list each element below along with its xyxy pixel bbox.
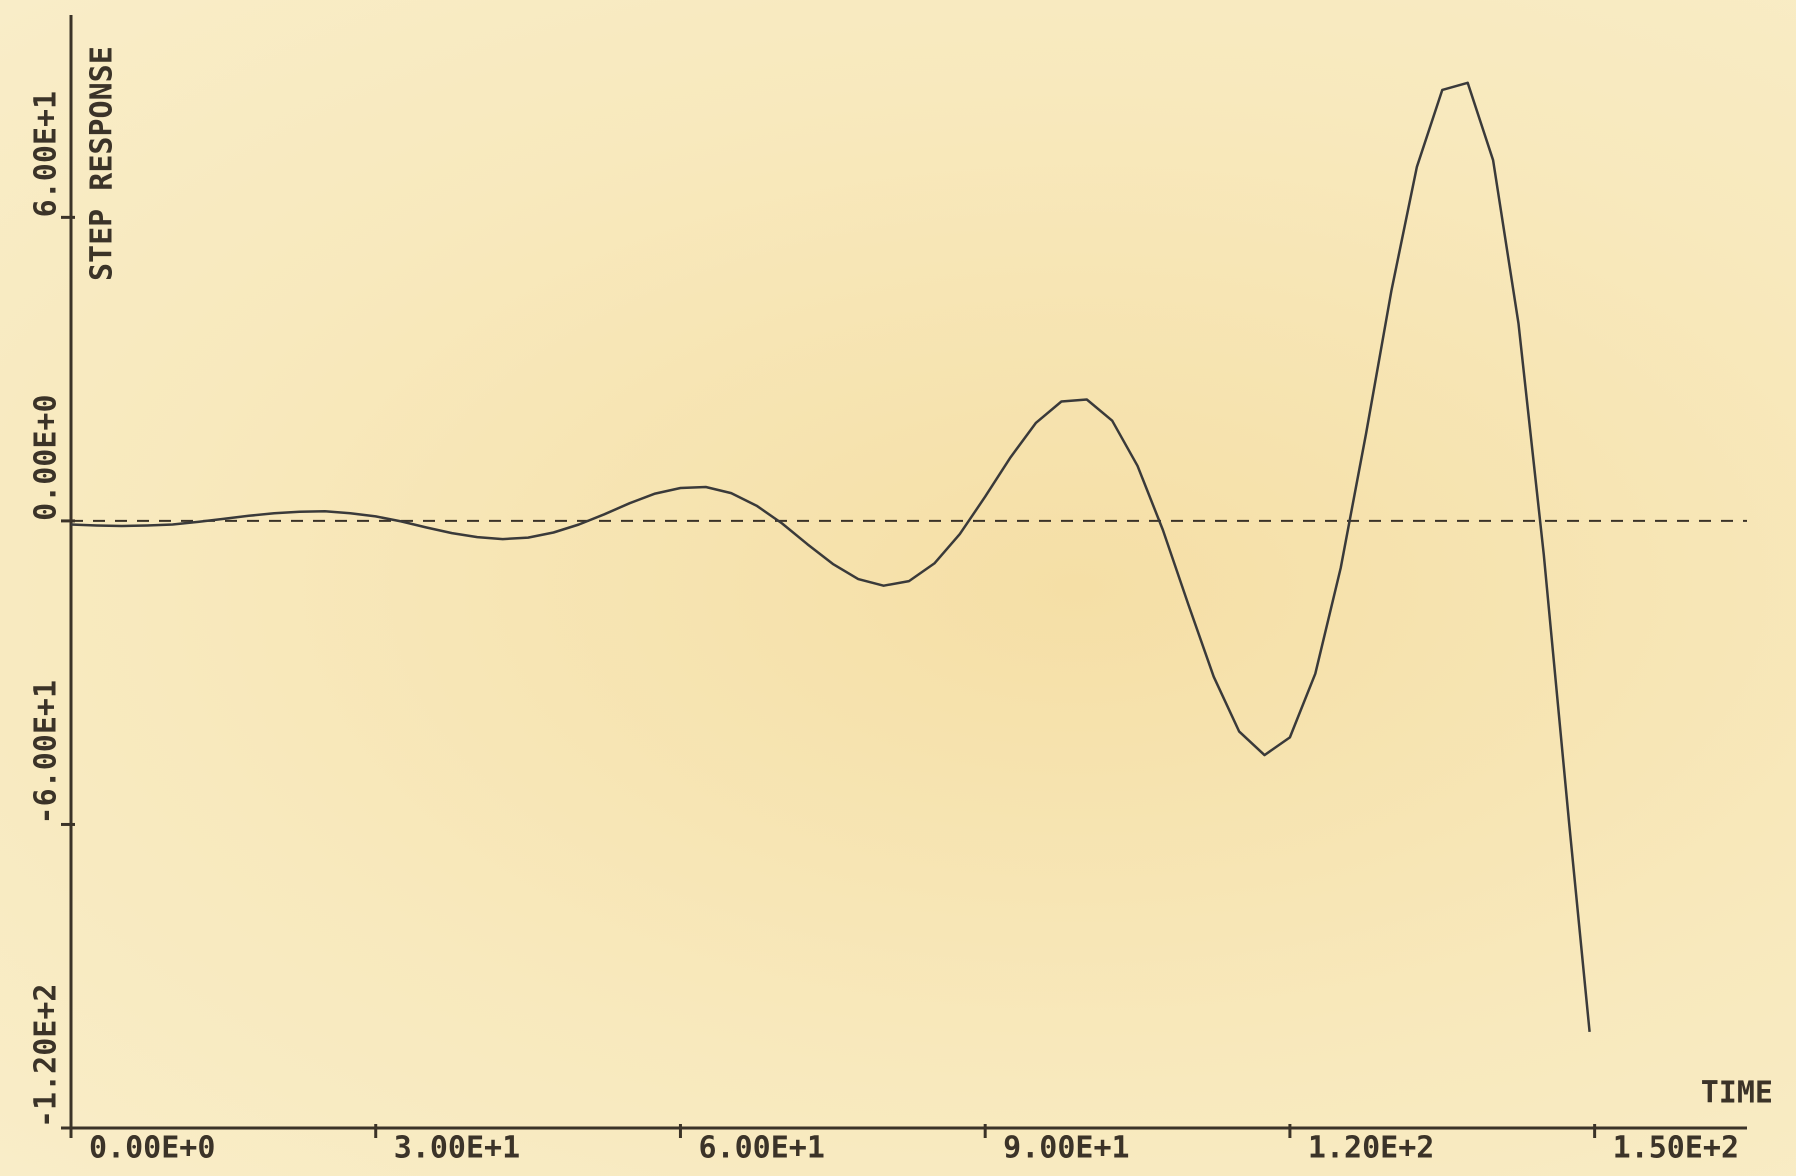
- x-tick-label: 1.50E+2: [1613, 1131, 1739, 1166]
- x-tick-label: 0.00E+0: [89, 1131, 215, 1166]
- y-tick-label: -1.20E+2: [29, 984, 64, 1129]
- y-tick-label: -6.00E+1: [29, 680, 64, 825]
- y-axis-label: STEP RESPONSE: [85, 46, 120, 281]
- x-axis-label: TIME: [1701, 1076, 1773, 1111]
- y-tick-label: 6.00E+1: [29, 91, 64, 217]
- x-tick-label: 9.00E+1: [1003, 1131, 1129, 1166]
- x-tick-label: 6.00E+1: [698, 1131, 824, 1166]
- x-tick-label: 1.20E+2: [1308, 1131, 1434, 1166]
- x-tick-label: 3.00E+1: [394, 1131, 520, 1166]
- response-line: [70, 81, 1591, 1033]
- y-tick-label: 0.00E+0: [29, 394, 64, 520]
